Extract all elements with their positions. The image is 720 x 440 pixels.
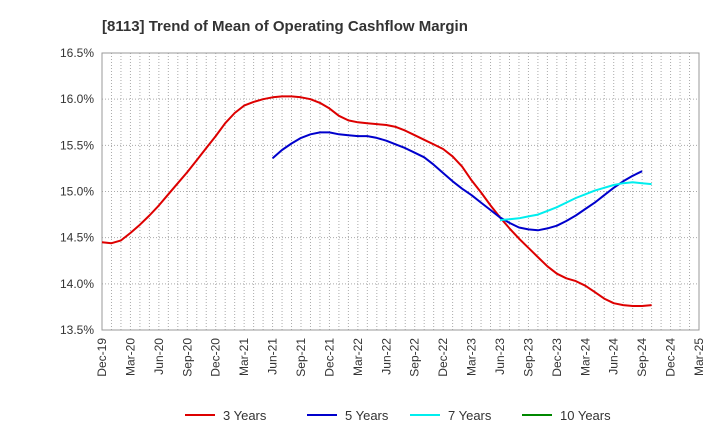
x-tick-label: Sep-22 [408, 338, 422, 377]
series-line-7-years [499, 181, 652, 222]
x-tick-label: Mar-23 [465, 338, 479, 376]
y-tick-label: 13.5% [60, 323, 94, 337]
x-tick-label: Dec-19 [95, 338, 109, 377]
x-tick-label: Dec-24 [664, 338, 678, 377]
x-tick-label: Mar-21 [237, 338, 251, 376]
x-tick-label: Dec-20 [209, 338, 223, 377]
x-tick-label: Jun-22 [379, 338, 393, 375]
x-tick-label: Mar-22 [351, 338, 365, 376]
y-tick-label: 15.0% [60, 185, 94, 199]
plot-border [101, 52, 700, 331]
x-tick-label: Mar-25 [692, 338, 706, 376]
x-tick-label: Jun-21 [266, 338, 280, 375]
x-tick-label: Sep-23 [521, 338, 535, 377]
x-tick-label: Dec-22 [436, 338, 450, 377]
x-tick-label: Jun-20 [152, 338, 166, 375]
y-axis: 13.5% 14.0% 14.5% 15.0% 15.5% 16.0% 16.5% [60, 46, 94, 337]
legend-label: 3 Years [223, 408, 267, 423]
y-tick-label: 15.5% [60, 138, 94, 152]
legend-label: 10 Years [560, 408, 611, 423]
x-tick-label: Jun-24 [607, 338, 621, 375]
legend: 3 Years 5 Years 7 Years 10 Years [185, 408, 611, 423]
x-tick-label: Sep-24 [635, 338, 649, 377]
legend-label: 5 Years [345, 408, 389, 423]
x-tick-label: Dec-23 [550, 338, 564, 377]
series-lines [101, 95, 652, 307]
chart-title: [8113] Trend of Mean of Operating Cashfl… [102, 18, 468, 35]
y-tick-label: 16.0% [60, 92, 94, 106]
x-tick-label: Mar-20 [123, 338, 137, 376]
x-tick-label: Sep-20 [180, 338, 194, 377]
x-axis: Dec-19 Mar-20 Jun-20 Sep-20 Dec-20 Mar-21 Jun-… [95, 338, 706, 377]
x-tick-label: Mar-24 [578, 338, 592, 376]
x-tick-label: Dec-21 [322, 338, 336, 377]
y-tick-label: 14.0% [60, 277, 94, 291]
x-tick-label: Sep-21 [294, 338, 308, 377]
series-line-5-years [271, 131, 643, 232]
legend-label: 7 Years [448, 408, 492, 423]
x-tick-label: Jun-23 [493, 338, 507, 375]
y-tick-label: 14.5% [60, 231, 94, 245]
series-line-3-years [101, 95, 652, 307]
y-tick-label: 16.5% [60, 46, 94, 60]
